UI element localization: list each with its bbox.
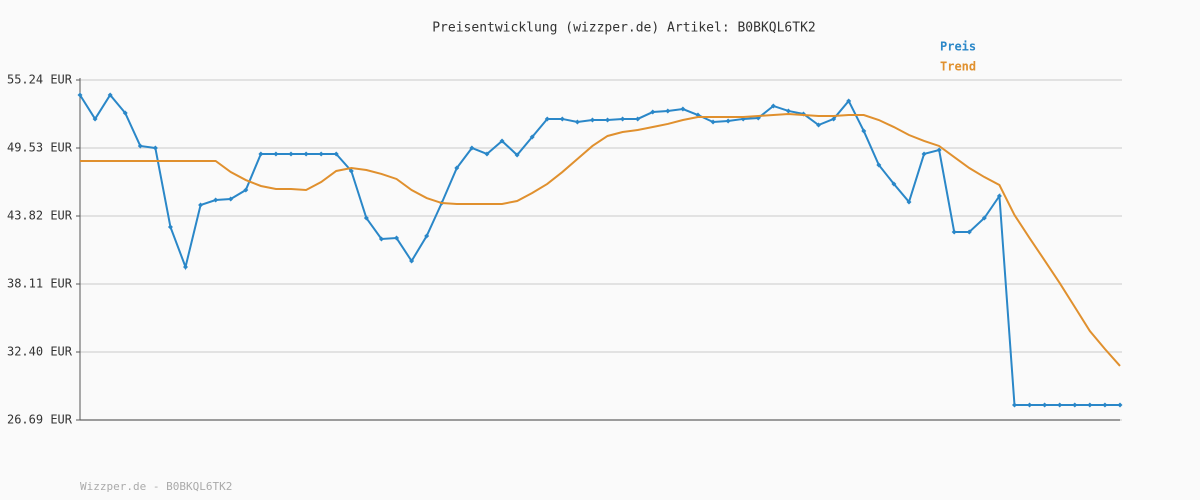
marker: [363, 215, 369, 221]
marker: [1011, 402, 1017, 408]
marker: [137, 143, 143, 149]
marker: [876, 162, 882, 168]
marker: [574, 119, 580, 125]
marker: [650, 109, 656, 115]
marker: [1087, 402, 1093, 408]
marker: [635, 116, 641, 122]
marker: [198, 202, 204, 208]
series-line: [79, 93, 1120, 406]
marker: [680, 106, 686, 112]
marker: [258, 151, 264, 157]
marker: [77, 92, 83, 98]
marker: [454, 165, 460, 171]
marker: [770, 103, 776, 109]
marker: [152, 145, 158, 151]
marker: [710, 119, 716, 125]
y-tick-label: 43.82 EUR: [7, 209, 73, 223]
marker: [1117, 402, 1123, 408]
marker: [122, 110, 128, 116]
y-tick-label: 49.53 EUR: [7, 141, 73, 155]
marker: [469, 145, 475, 151]
marker: [589, 117, 595, 123]
marker: [333, 151, 339, 157]
legend-entry: Trend: [940, 60, 976, 74]
marker: [288, 151, 294, 157]
marker: [846, 98, 852, 104]
marker: [167, 224, 173, 230]
marker: [544, 116, 550, 122]
marker: [861, 128, 867, 134]
marker: [725, 118, 731, 124]
marker: [981, 215, 987, 221]
marker: [378, 236, 384, 242]
marker: [831, 116, 837, 122]
marker: [1057, 402, 1063, 408]
marker: [394, 235, 400, 241]
marker: [996, 193, 1002, 199]
marker: [1102, 402, 1108, 408]
marker: [1072, 402, 1078, 408]
marker: [936, 147, 942, 153]
marker: [816, 122, 822, 128]
marker: [605, 117, 611, 123]
marker: [273, 151, 279, 157]
marker: [107, 92, 113, 98]
marker: [966, 229, 972, 235]
marker: [921, 151, 927, 157]
marker: [484, 151, 490, 157]
marker: [243, 187, 249, 193]
marker: [213, 197, 219, 203]
marker: [228, 196, 234, 202]
y-tick-label: 38.11 EUR: [7, 277, 73, 291]
marker: [951, 229, 957, 235]
marker: [559, 116, 565, 122]
legend-entry: Preis: [940, 40, 976, 54]
y-tick-label: 32.40 EUR: [7, 345, 73, 359]
marker: [529, 134, 535, 140]
marker: [499, 138, 505, 144]
marker: [514, 152, 520, 158]
marker: [348, 168, 354, 174]
series-line: [80, 112, 1121, 367]
marker: [906, 199, 912, 205]
marker: [318, 151, 324, 157]
y-tick-label: 26.69 EUR: [7, 413, 73, 427]
marker: [409, 258, 415, 264]
marker: [665, 108, 671, 114]
marker: [183, 264, 189, 270]
chart-title: Preisentwicklung (wizzper.de) Artikel: B…: [432, 21, 816, 36]
marker: [92, 116, 98, 122]
marker: [303, 151, 309, 157]
marker: [1042, 402, 1048, 408]
marker: [424, 233, 430, 239]
footer: Wizzper.de - B0BKQL6TK2: [80, 480, 232, 493]
marker: [620, 116, 626, 122]
marker: [1027, 402, 1033, 408]
marker: [891, 181, 897, 187]
y-tick-label: 55.24 EUR: [7, 73, 73, 87]
marker: [785, 108, 791, 114]
